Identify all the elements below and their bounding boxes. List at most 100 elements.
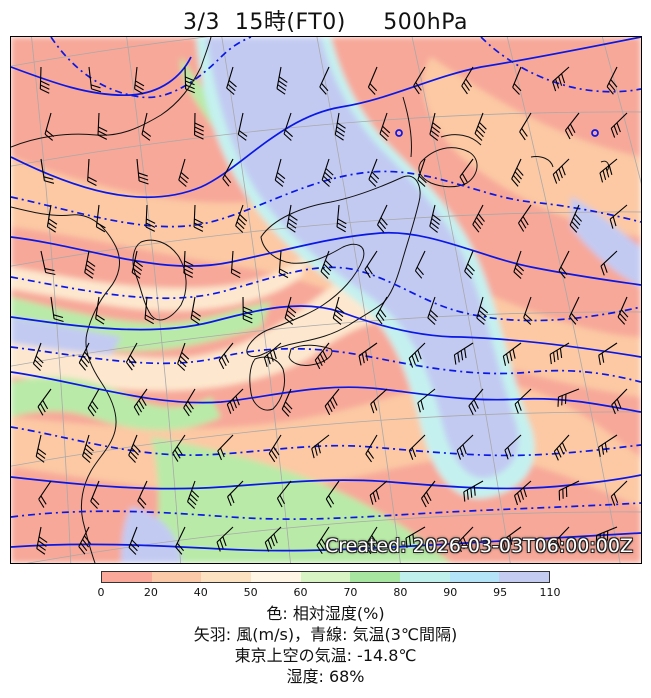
barb-feather bbox=[136, 403, 143, 413]
barb-feather bbox=[368, 86, 376, 95]
isotherm bbox=[480, 37, 641, 93]
barb-feather bbox=[431, 126, 440, 134]
barb-feather bbox=[224, 174, 232, 184]
barb-feather bbox=[43, 176, 54, 180]
legend-tokyo-humidity: 湿度: 68% bbox=[286, 667, 365, 686]
barb-feather bbox=[177, 363, 186, 371]
barb-feather bbox=[276, 498, 283, 508]
barb-feather bbox=[556, 350, 559, 361]
barb-feather bbox=[512, 86, 520, 95]
barb-feather bbox=[287, 306, 297, 314]
humidity-band-light bbox=[11, 252, 311, 311]
barb-feather bbox=[364, 545, 372, 555]
barb-feather bbox=[601, 352, 605, 363]
wind-barb bbox=[183, 250, 194, 278]
wind-barb bbox=[514, 388, 532, 414]
barb-feather bbox=[367, 450, 375, 459]
barb-feather bbox=[319, 86, 327, 95]
wind-barb bbox=[177, 342, 190, 371]
barb-feather bbox=[317, 443, 321, 454]
barb-feather bbox=[285, 401, 293, 410]
colorbar-segment bbox=[449, 572, 500, 582]
humidity-field bbox=[11, 37, 641, 563]
wind-barb bbox=[558, 480, 580, 501]
barb-feather bbox=[176, 542, 185, 552]
barb-feather bbox=[462, 536, 468, 547]
wind-barb bbox=[332, 296, 345, 325]
barb-feather bbox=[239, 214, 248, 222]
barb-feather bbox=[598, 355, 601, 366]
barb-feather bbox=[273, 533, 278, 544]
wind-barb bbox=[417, 158, 427, 187]
barb-feather bbox=[461, 85, 468, 95]
barb-feather bbox=[574, 213, 583, 222]
barb-feather bbox=[369, 538, 376, 548]
barb-feather bbox=[194, 122, 204, 128]
wind-barb bbox=[457, 526, 474, 553]
barb-feather bbox=[610, 496, 616, 506]
barb-feather bbox=[417, 179, 426, 187]
wind-barb bbox=[218, 342, 234, 370]
humidity-band-blue bbox=[571, 197, 641, 287]
barb-feather bbox=[323, 263, 332, 272]
wind-barb bbox=[95, 296, 105, 325]
wind-barb bbox=[598, 434, 618, 457]
barb-feather bbox=[222, 178, 230, 187]
barb-feather bbox=[218, 359, 225, 370]
barb-feather bbox=[174, 449, 181, 459]
barb-feather bbox=[619, 313, 627, 322]
barb-feather bbox=[183, 272, 193, 278]
barb-feather bbox=[229, 401, 235, 412]
barb-feather bbox=[175, 546, 183, 555]
barb-feather bbox=[512, 174, 521, 184]
wind-barb bbox=[514, 480, 532, 506]
barb-feather bbox=[556, 539, 561, 550]
coastline bbox=[530, 156, 554, 168]
barb-feather bbox=[284, 129, 293, 138]
barb-feather bbox=[552, 81, 557, 92]
barb-feather bbox=[457, 542, 462, 553]
barb-feather bbox=[97, 130, 108, 136]
barb-feather bbox=[405, 537, 408, 548]
barb-feather bbox=[80, 358, 88, 368]
wind-barb bbox=[502, 342, 522, 366]
barb-feather bbox=[507, 447, 512, 457]
wind-barb bbox=[82, 434, 94, 463]
colorbar-segment bbox=[350, 572, 401, 582]
wind-barb bbox=[461, 66, 474, 95]
barb-feather bbox=[217, 450, 222, 461]
barb-feather bbox=[502, 539, 506, 550]
meridian bbox=[601, 37, 641, 184]
barb-feather bbox=[613, 125, 619, 135]
wind-barb bbox=[87, 388, 100, 417]
barb-feather bbox=[269, 351, 274, 362]
colorbar-segment bbox=[251, 572, 301, 582]
barb-feather bbox=[332, 396, 338, 406]
barb-feather bbox=[569, 316, 577, 325]
barb-feather bbox=[279, 272, 289, 279]
isotherms bbox=[11, 37, 641, 552]
barb-feather bbox=[284, 317, 294, 325]
barb-feather bbox=[138, 180, 149, 185]
wind-barb bbox=[417, 388, 436, 413]
barb-feather bbox=[558, 168, 563, 179]
wind-barb bbox=[321, 158, 334, 187]
wind-barb bbox=[90, 480, 100, 509]
wind-barb bbox=[276, 66, 288, 95]
wind-barb bbox=[523, 296, 533, 325]
barb-feather bbox=[128, 454, 136, 463]
barb-feather bbox=[314, 445, 318, 456]
wind-barb bbox=[549, 342, 570, 365]
barb-feather bbox=[616, 398, 622, 409]
wind-barb bbox=[599, 158, 618, 183]
barb-feather bbox=[129, 354, 137, 364]
wind-barb bbox=[367, 66, 378, 95]
wind-barb bbox=[95, 204, 106, 233]
barb-feather bbox=[82, 455, 91, 463]
barb-feather bbox=[139, 496, 147, 506]
wind-barb bbox=[518, 204, 532, 232]
wind-barb bbox=[334, 112, 346, 141]
wind-barb bbox=[183, 388, 196, 417]
barb-feather bbox=[460, 350, 464, 361]
barb-feather bbox=[44, 268, 55, 272]
